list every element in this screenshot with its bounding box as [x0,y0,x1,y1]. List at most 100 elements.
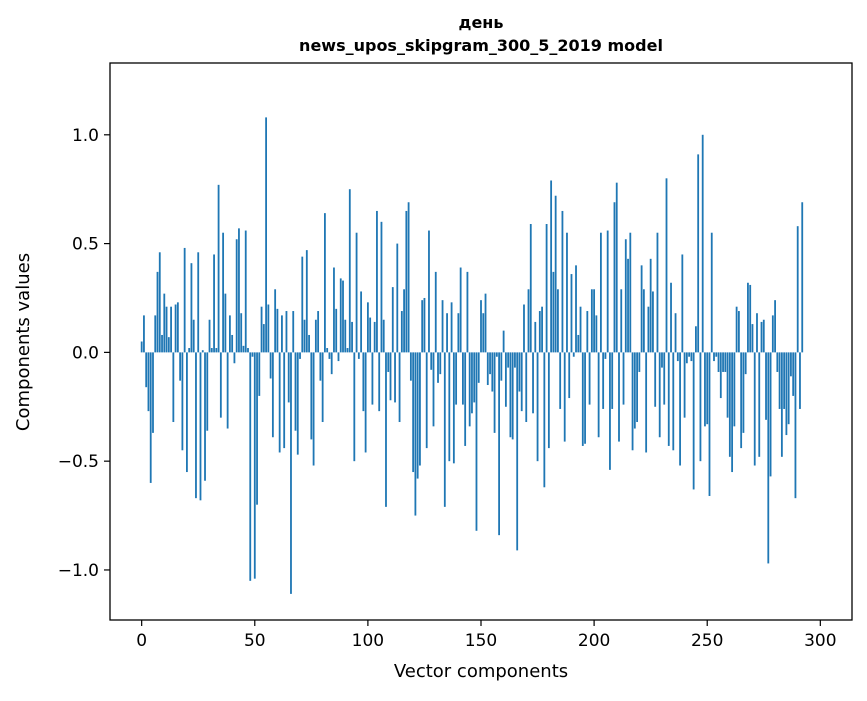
bar [265,117,267,353]
bar [247,348,249,353]
bar [796,226,799,353]
bar [154,315,157,353]
bar [314,319,317,353]
bar [228,315,231,353]
bar [439,352,442,375]
bar [452,352,455,464]
bar [685,352,688,364]
bar [554,195,557,353]
bar [563,352,566,442]
bar [190,263,193,353]
bar [303,319,306,353]
bar [457,313,460,353]
bar [726,352,729,418]
bar [364,352,367,453]
bar [665,178,668,353]
bar [642,289,645,353]
y-axis: 1.0 0.5 0.0 −0.5 −1.0 [58,126,110,581]
bar [421,300,424,353]
bar [170,306,172,353]
bar [380,221,383,353]
bar [575,265,577,353]
bar [629,232,632,353]
bar [382,319,385,353]
bar [590,289,593,353]
bar [606,230,609,353]
bar [713,352,715,362]
bar [285,311,288,353]
bar [767,352,770,564]
bar [695,326,697,353]
x-axis: 0 50 100 150 200 250 300 [136,620,837,651]
bar [174,304,177,353]
bar [416,352,419,479]
bar [201,350,204,353]
bar [274,289,277,353]
bar [790,352,792,377]
bar [728,352,731,457]
bar [351,321,353,353]
bar [559,352,562,409]
bar [783,352,786,409]
bar [455,352,458,405]
bar [532,352,534,414]
bar [290,352,292,594]
y-axis-label: Components values [13,253,34,431]
bar [219,352,222,418]
bar [344,319,347,353]
bar [500,352,503,381]
bar [523,304,525,353]
bar [638,352,641,372]
bar [753,352,756,466]
bar [414,352,417,516]
x-tick-label: 50 [244,631,266,651]
bar [269,352,272,379]
bar [224,293,227,353]
y-tick-label: −1.0 [58,561,99,581]
bar [570,274,573,353]
bar [552,271,555,353]
bar [204,352,206,481]
bar [326,348,329,353]
bar [405,210,408,353]
bar [504,352,507,407]
bar [624,239,627,353]
bar [342,280,344,353]
bar [697,154,700,353]
bar [389,352,392,401]
bar [324,213,326,353]
bar [183,247,186,353]
bar [502,330,505,353]
bar [493,352,496,433]
bar [441,300,444,353]
bar [527,289,530,353]
y-tick-label: 1.0 [72,126,99,146]
bar [566,232,568,353]
bar [210,348,213,353]
bar [584,352,586,444]
bar [362,352,365,412]
bar [604,352,607,359]
bar [434,271,437,353]
bar [348,189,351,353]
bar [708,352,711,496]
bar [568,352,571,399]
bar [801,202,804,353]
bar [423,297,426,353]
chart-subtitle: news_upos_skipgram_300_5_2019 model [299,36,663,55]
bar [663,352,666,405]
bar [645,352,648,453]
bar [360,291,363,353]
bar [710,232,713,353]
bar [649,258,652,353]
bar [557,289,559,353]
bar [242,345,245,353]
bar [740,352,743,449]
bar [281,315,283,353]
bar [719,352,722,399]
bar [525,352,528,423]
bar [547,352,550,449]
bar [419,352,421,466]
bar [312,352,315,466]
bar [278,352,281,453]
